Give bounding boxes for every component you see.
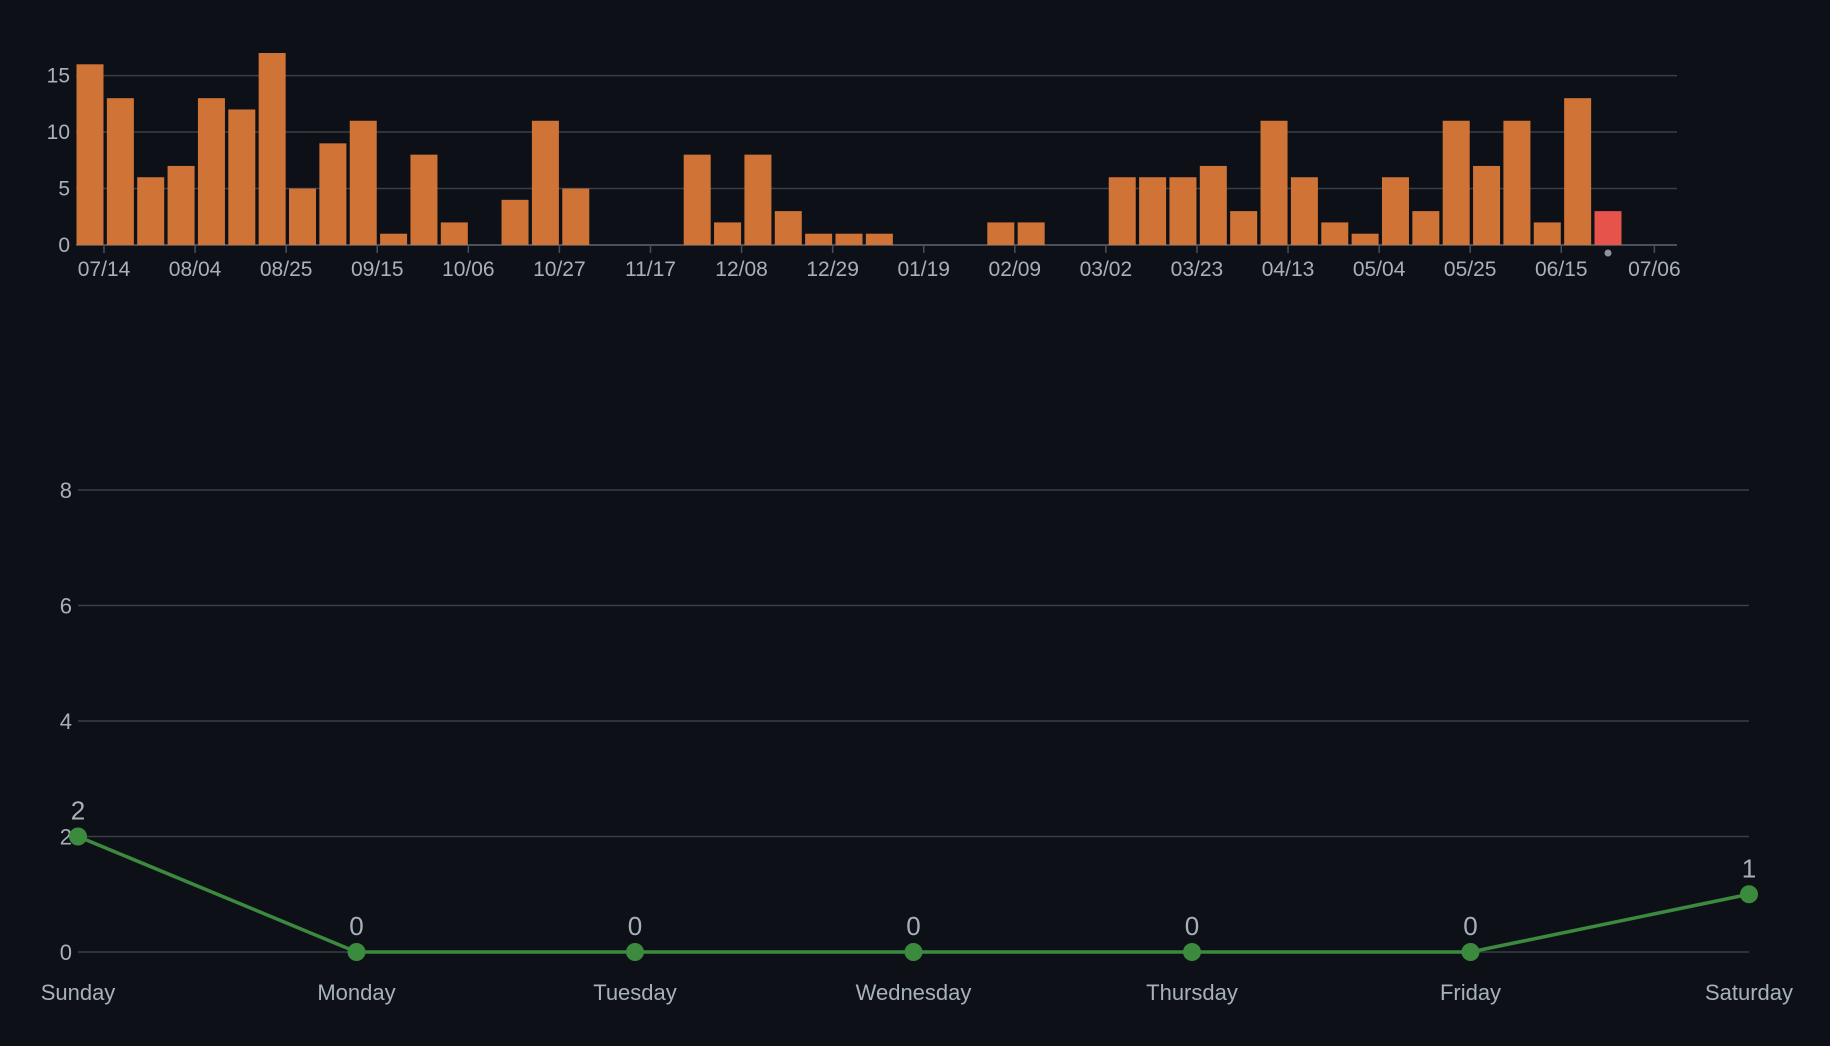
- week-bar: [1230, 211, 1258, 245]
- weekday-point: [626, 943, 644, 961]
- x-tick-label: 11/17: [625, 258, 676, 281]
- week-bar: [1290, 177, 1318, 245]
- y-tick-label: 15: [47, 65, 70, 88]
- week-bar: [1473, 165, 1501, 245]
- week-bar: [1412, 211, 1440, 245]
- x-tick-label: 03/02: [1080, 258, 1133, 281]
- y-tick-label: 0: [60, 940, 72, 965]
- x-tick-label: 12/08: [715, 258, 768, 281]
- week-bar: [835, 233, 863, 245]
- week-bar: [1351, 233, 1379, 245]
- weekly-contributions-bar-chart: 0 5 10 15 07/14 08/04 08/25 09/15 10/06 10/27 11/1…: [47, 53, 1681, 281]
- y-tick-label: 6: [60, 594, 72, 619]
- week-bar: [744, 154, 772, 245]
- x-tick-label: 04/13: [1262, 258, 1315, 281]
- week-bar: [1169, 177, 1197, 245]
- week-bar: [865, 233, 893, 245]
- week-bar: [1533, 222, 1561, 245]
- x-tick-label: 03/23: [1171, 258, 1224, 281]
- week-bar: [106, 98, 134, 245]
- week-bar: [1381, 177, 1409, 245]
- x-category-label: Saturday: [1705, 980, 1793, 1005]
- x-tick-label: 05/04: [1353, 258, 1406, 281]
- week-bar: [410, 154, 438, 245]
- x-category-label: Friday: [1440, 980, 1501, 1005]
- week-bar: [1199, 165, 1227, 245]
- x-tick-label: 02/09: [989, 258, 1042, 281]
- weekday-point: [347, 943, 366, 961]
- week-bar: [1442, 120, 1470, 245]
- weekday-point: [1461, 943, 1480, 961]
- weekday-point-label: 0: [906, 911, 920, 941]
- week-bar: [319, 143, 347, 245]
- week-bar: [1017, 222, 1045, 245]
- week-bar: [137, 177, 165, 245]
- week-bar: [774, 211, 802, 245]
- weekday-point: [1740, 885, 1758, 904]
- weekday-point-label: 0: [1185, 911, 1199, 941]
- week-bar: [1108, 177, 1136, 245]
- week-bar: [440, 222, 468, 245]
- week-bar: [1139, 177, 1167, 245]
- x-tick-label: 12/29: [806, 258, 859, 281]
- y-tick-label: 10: [47, 121, 70, 144]
- weekday-point: [69, 827, 87, 846]
- x-tick-label: 08/04: [169, 258, 222, 281]
- week-bar: [805, 233, 833, 245]
- weekday-point: [904, 943, 923, 961]
- x-tick-label: 01/19: [897, 258, 950, 281]
- x-tick-label: 10/06: [442, 258, 495, 281]
- week-bar: [1503, 120, 1531, 245]
- week-bar: [167, 165, 195, 245]
- week-bar: [714, 222, 742, 245]
- week-bar: [289, 188, 317, 245]
- current-week-marker: [1604, 249, 1612, 257]
- y-tick-label: 4: [60, 709, 72, 734]
- week-bar: [501, 199, 529, 245]
- weekday-point-label: 0: [1463, 911, 1477, 941]
- x-category-label: Tuesday: [593, 980, 677, 1005]
- weekday-point-label: 2: [71, 796, 85, 826]
- weekday-point-label: 0: [628, 911, 642, 941]
- x-tick-label: 08/25: [260, 258, 313, 281]
- week-bar: [197, 98, 225, 245]
- weekday-point-label: 0: [349, 911, 363, 941]
- x-tick-label: 05/25: [1444, 258, 1497, 281]
- y-tick-label: 0: [58, 234, 70, 257]
- x-category-label: Sunday: [41, 980, 116, 1005]
- week-bar: [76, 64, 104, 245]
- week-bar: [683, 154, 711, 245]
- x-category-label: Thursday: [1146, 980, 1238, 1005]
- week-bar: [258, 53, 286, 245]
- x-tick-label: 07/06: [1628, 258, 1681, 281]
- weekday-series-line: [77, 834, 1750, 954]
- week-bar: [1260, 120, 1288, 245]
- x-tick-label: 06/15: [1535, 258, 1588, 281]
- x-tick-label: 07/14: [78, 258, 131, 281]
- week-bar: [349, 120, 377, 245]
- week-bar: [1564, 98, 1592, 245]
- week-bar: [1321, 222, 1349, 245]
- weekday-point: [1183, 943, 1201, 961]
- x-tick-label: 10/27: [533, 258, 586, 281]
- x-category-label: Wednesday: [856, 980, 972, 1005]
- y-tick-label: 8: [60, 478, 72, 503]
- week-bar: [987, 222, 1015, 245]
- week-bar: [562, 188, 590, 245]
- x-category-label: Monday: [317, 980, 395, 1005]
- week-bar: [380, 233, 408, 245]
- current-week-bar: [1594, 211, 1622, 245]
- week-bar: [531, 120, 559, 245]
- y-tick-label: 2: [60, 825, 72, 850]
- week-bar: [228, 109, 256, 246]
- x-tick-label: 09/15: [351, 258, 404, 281]
- y-tick-label: 5: [58, 178, 70, 201]
- weekday-point-label: 1: [1742, 853, 1756, 883]
